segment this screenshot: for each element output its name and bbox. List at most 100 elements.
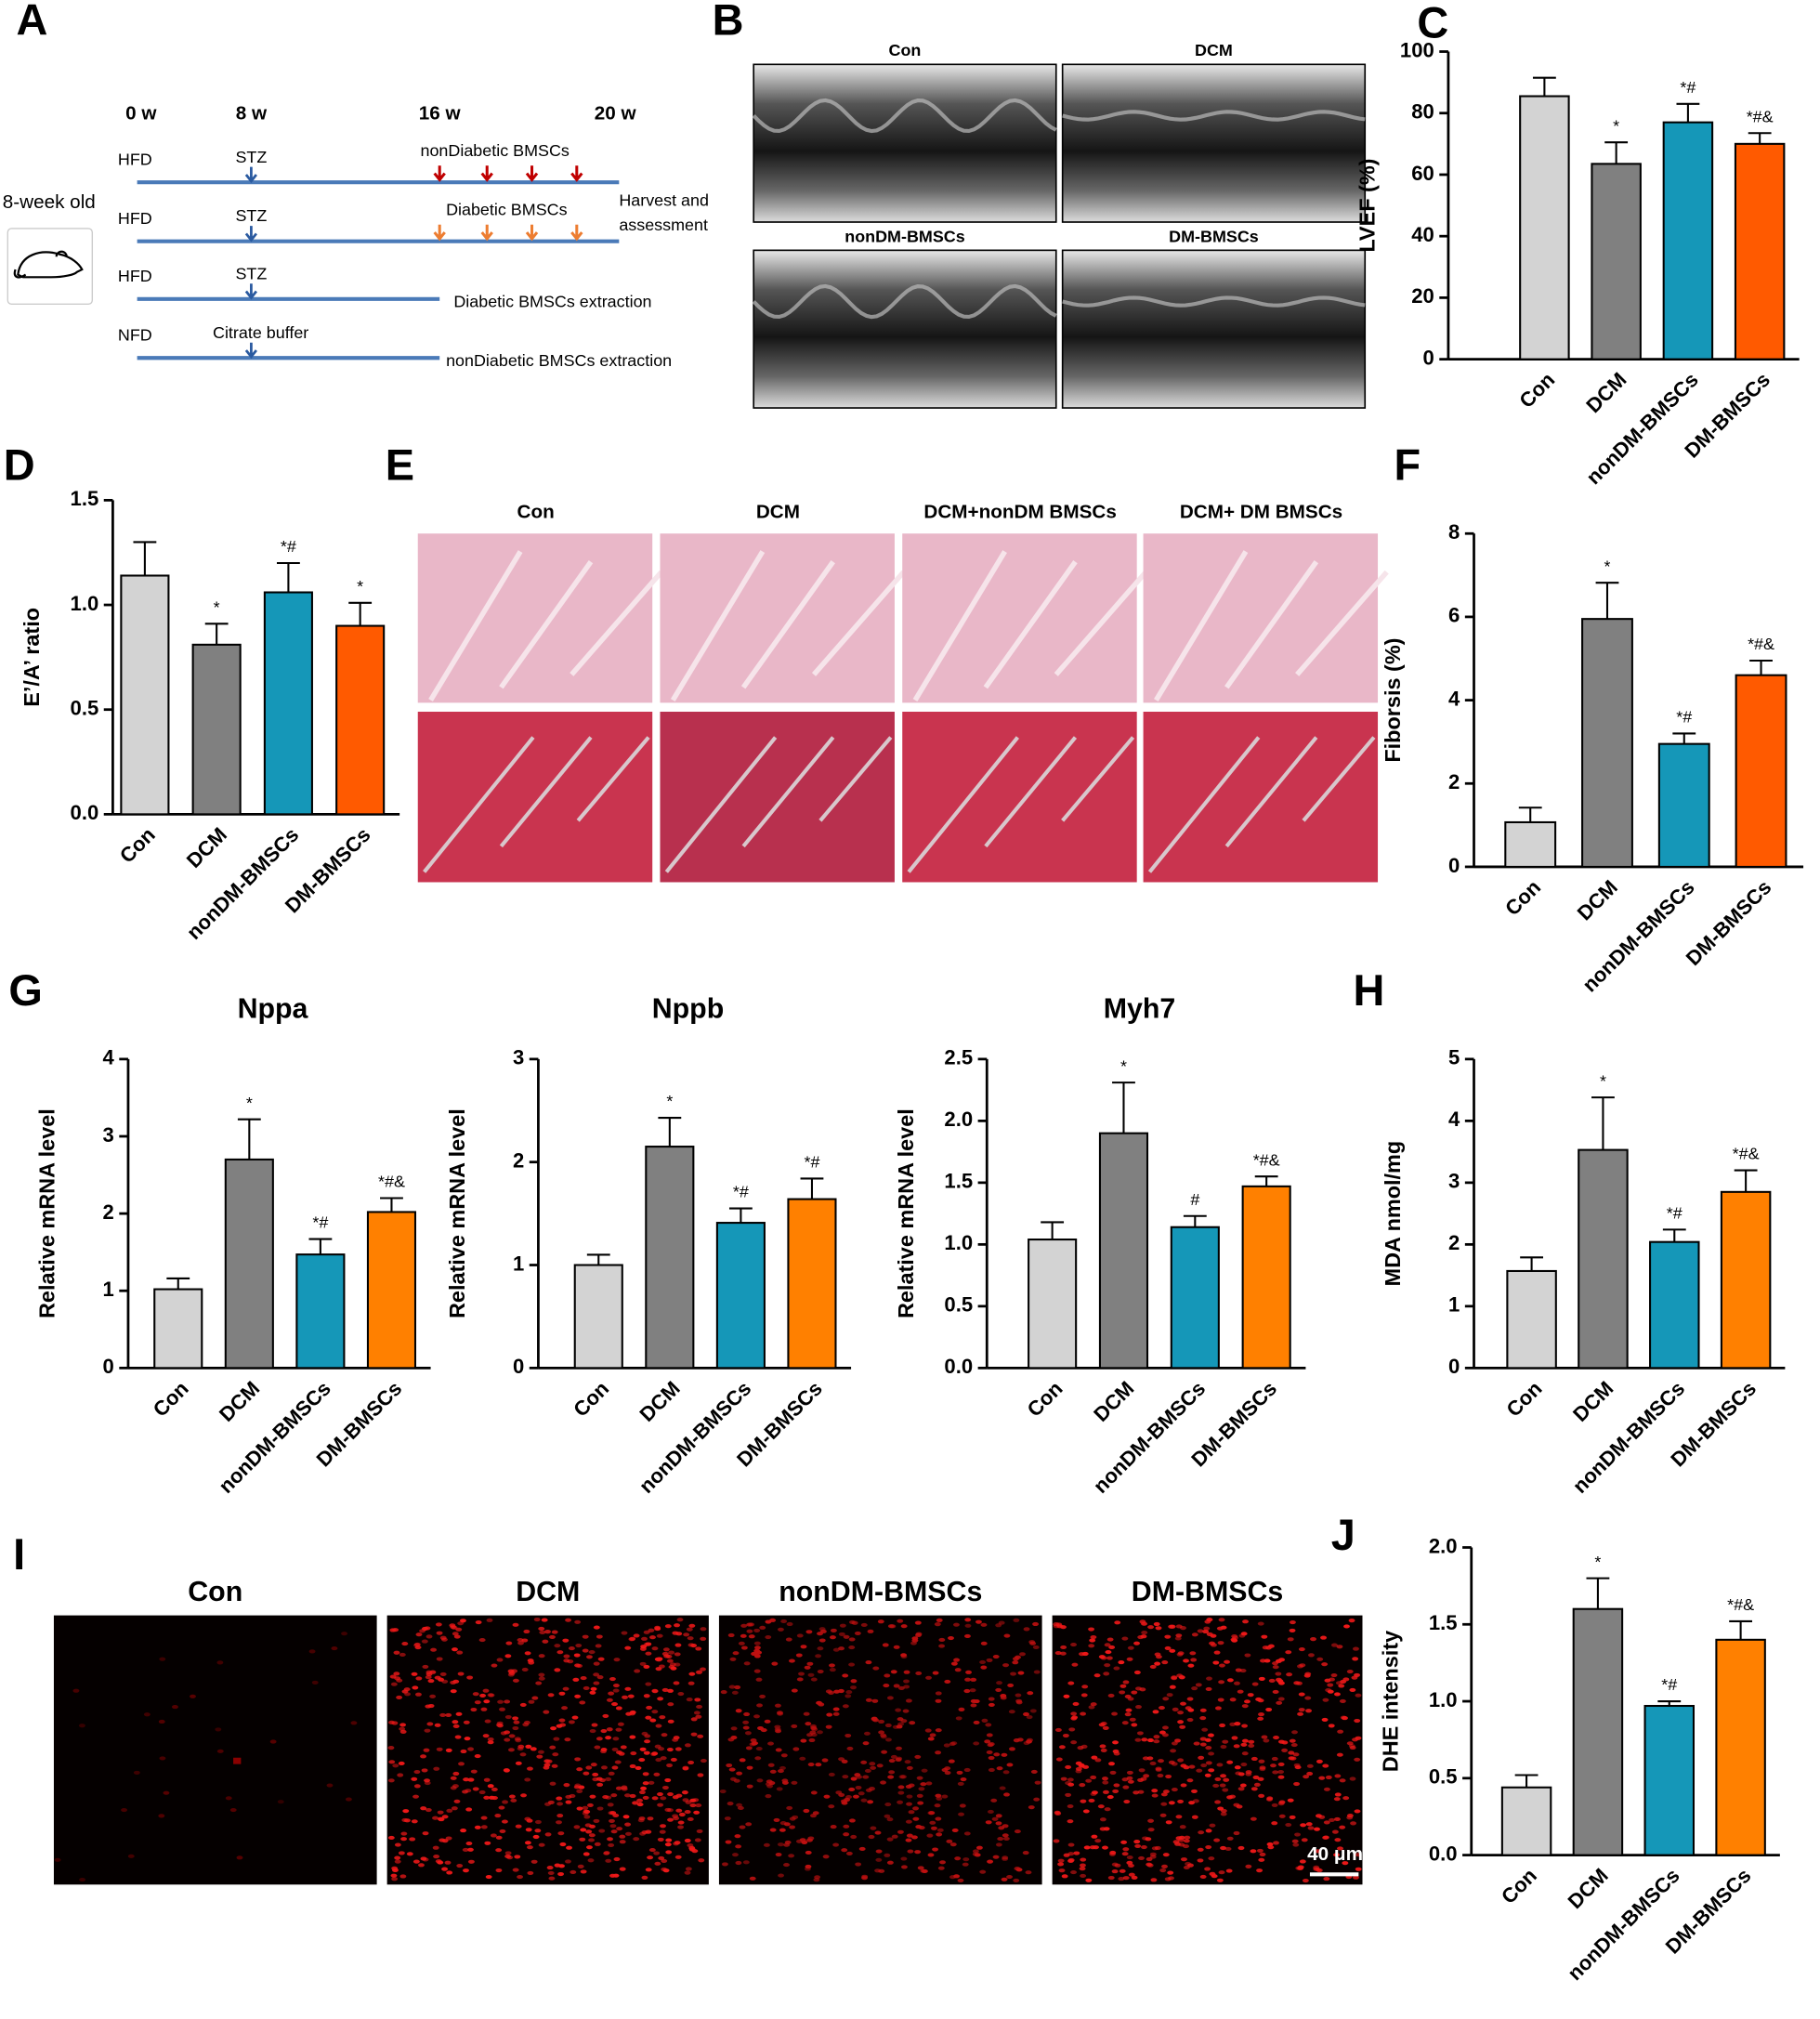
panel-label: F	[1394, 440, 1421, 489]
nucleus	[1170, 1749, 1177, 1753]
nucleus	[695, 1714, 702, 1719]
nucleus	[1226, 1760, 1234, 1764]
nucleus	[645, 1651, 652, 1656]
nucleus	[1022, 1851, 1029, 1855]
nucleus	[807, 1672, 815, 1677]
nucleus	[1104, 1807, 1111, 1812]
nucleus	[863, 1731, 871, 1736]
nucleus	[1297, 1865, 1304, 1869]
y-tick-label: 1	[1448, 1293, 1460, 1317]
nucleus	[1337, 1846, 1343, 1851]
injection-label: STZ	[235, 206, 267, 225]
nucleus	[1277, 1769, 1285, 1775]
nucleus	[1292, 1842, 1300, 1847]
panel-label: J	[1331, 1511, 1355, 1559]
nucleus	[1250, 1756, 1258, 1762]
nucleus	[437, 1860, 444, 1865]
nucleus	[796, 1677, 804, 1682]
nucleus	[543, 1765, 550, 1770]
injection-arrow	[244, 342, 257, 360]
nucleus	[480, 1816, 488, 1820]
treatment-label: Diabetic BMSCs extraction	[453, 293, 651, 311]
nucleus	[697, 1734, 704, 1738]
echo-image	[753, 63, 1057, 223]
y-tick-label: 0.0	[1429, 1842, 1458, 1865]
nucleus	[606, 1698, 613, 1702]
nucleus	[127, 1854, 135, 1858]
nucleus	[938, 1637, 946, 1643]
nucleus	[1223, 1777, 1230, 1782]
nucleus	[828, 1772, 835, 1777]
nucleus	[557, 1831, 565, 1836]
nucleus	[621, 1785, 628, 1790]
nucleus	[563, 1783, 570, 1788]
nucleus	[655, 1667, 662, 1672]
tissue-gap	[1061, 736, 1135, 822]
nucleus	[1016, 1737, 1024, 1742]
nucleus	[806, 1661, 814, 1666]
nucleus	[944, 1679, 951, 1685]
tissue-gap	[576, 736, 650, 822]
nucleus	[438, 1817, 445, 1822]
nucleus	[944, 1770, 951, 1776]
nucleus	[1202, 1629, 1210, 1634]
nucleus	[1175, 1815, 1183, 1819]
nucleus	[633, 1837, 640, 1842]
nucleus	[236, 1855, 243, 1860]
nucleus	[943, 1743, 950, 1748]
nucleus	[890, 1754, 897, 1759]
y-tick-label: 6	[1448, 604, 1460, 627]
nucleus	[549, 1781, 556, 1786]
nucleus	[743, 1711, 751, 1717]
nucleus	[924, 1728, 932, 1733]
nucleus	[1177, 1758, 1185, 1763]
nucleus	[986, 1750, 993, 1755]
nucleus	[688, 1672, 696, 1676]
y-tick-label: 3	[1448, 1170, 1460, 1193]
nucleus	[1112, 1789, 1119, 1793]
nucleus	[1142, 1756, 1149, 1761]
nucleus	[774, 1703, 781, 1708]
nucleus	[643, 1630, 650, 1634]
nucleus	[980, 1665, 988, 1670]
nucleus	[1015, 1700, 1023, 1705]
nucleus	[674, 1623, 681, 1628]
nucleus	[1070, 1642, 1077, 1647]
nucleus	[780, 1619, 788, 1624]
nucleus	[445, 1836, 452, 1841]
nucleus	[409, 1837, 416, 1842]
nucleus	[624, 1645, 632, 1650]
nucleus	[1119, 1690, 1126, 1695]
nucleus	[687, 1816, 694, 1822]
nucleus	[941, 1767, 949, 1773]
nucleus	[538, 1676, 545, 1681]
nucleus	[789, 1825, 796, 1829]
significance-label: *#	[1680, 78, 1696, 97]
nucleus	[621, 1631, 628, 1635]
nucleus	[392, 1868, 399, 1872]
nucleus	[1261, 1735, 1268, 1739]
tissue-gap	[1295, 570, 1389, 676]
nucleus	[457, 1672, 465, 1676]
nucleus	[1119, 1868, 1126, 1873]
nucleus	[488, 1795, 495, 1800]
nucleus	[667, 1817, 674, 1822]
nucleus	[470, 1707, 478, 1712]
bar	[335, 624, 386, 816]
nucleus	[1153, 1621, 1160, 1627]
nucleus	[829, 1663, 835, 1668]
nucleus	[1244, 1699, 1250, 1704]
nucleus	[1108, 1762, 1115, 1766]
nucleus	[1093, 1673, 1101, 1678]
nucleus	[515, 1738, 522, 1743]
nucleus	[159, 1657, 166, 1661]
nucleus	[1122, 1785, 1130, 1790]
nucleus	[830, 1825, 837, 1829]
y-tick-label: 1.0	[1429, 1688, 1458, 1711]
nucleus	[1065, 1792, 1072, 1797]
nucleus	[453, 1634, 461, 1639]
nucleus	[1266, 1797, 1273, 1802]
nucleus	[1273, 1736, 1279, 1740]
nucleus	[515, 1761, 522, 1765]
nucleus	[1196, 1768, 1203, 1773]
